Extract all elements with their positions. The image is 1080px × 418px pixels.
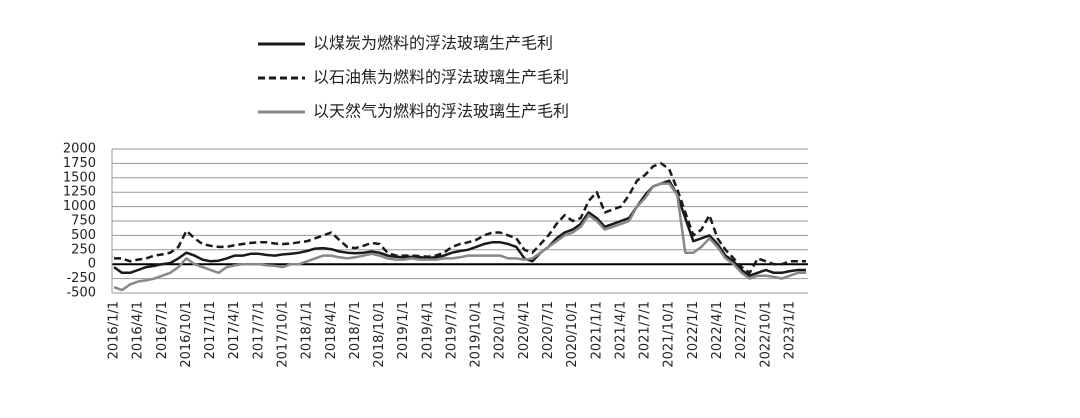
y-tick-label: 1750 bbox=[63, 156, 96, 171]
x-tick-label: 2018/4/1 bbox=[324, 301, 339, 359]
x-tick-label: 2019/1/1 bbox=[396, 301, 411, 359]
legend-label: 以天然气为燃料的浮法玻璃生产毛利 bbox=[313, 102, 569, 121]
x-tick-label: 2022/1/1 bbox=[686, 301, 701, 359]
x-tick-label: 2017/10/1 bbox=[275, 301, 290, 368]
x-tick-label: 2021/4/1 bbox=[613, 301, 628, 359]
x-tick-label: 2016/10/1 bbox=[179, 301, 194, 368]
y-tick-label: 750 bbox=[71, 214, 96, 229]
y-tick-label: -250 bbox=[66, 271, 96, 286]
x-tick-label: 2017/1/1 bbox=[203, 301, 218, 359]
y-tick-label: 250 bbox=[71, 242, 96, 257]
x-tick-label: 2023/1/1 bbox=[782, 301, 797, 359]
legend-label: 以煤炭为燃料的浮法玻璃生产毛利 bbox=[313, 34, 553, 53]
x-tick-label: 2016/1/1 bbox=[107, 301, 122, 359]
series-line bbox=[113, 182, 806, 292]
x-tick-label: 2022/7/1 bbox=[734, 301, 749, 359]
y-tick-label: 2000 bbox=[63, 142, 96, 157]
x-tick-label: 2021/10/1 bbox=[662, 301, 677, 368]
y-tick-label: 1500 bbox=[63, 170, 96, 185]
x-tick-label: 2021/1/1 bbox=[589, 301, 604, 359]
x-tick-label: 2022/10/1 bbox=[758, 301, 773, 368]
x-tick-label: 2022/4/1 bbox=[710, 301, 725, 359]
x-tick-label: 2020/1/1 bbox=[493, 301, 508, 359]
x-tick-label: 2016/7/1 bbox=[155, 301, 170, 359]
x-tick-label: 2020/10/1 bbox=[565, 301, 580, 368]
x-tick-label: 2019/10/1 bbox=[469, 301, 484, 368]
legend: 以煤炭为燃料的浮法玻璃生产毛利以石油焦为燃料的浮法玻璃生产毛利以天然气为燃料的浮… bbox=[258, 34, 569, 121]
y-tick-label: 500 bbox=[71, 228, 96, 243]
x-tick-label: 2020/4/1 bbox=[517, 301, 532, 359]
y-tick-label: 1250 bbox=[63, 185, 96, 200]
x-tick-label: 2020/7/1 bbox=[541, 301, 556, 359]
x-tick-label: 2021/7/1 bbox=[638, 301, 653, 359]
y-tick-label: 0 bbox=[88, 257, 96, 272]
x-tick-label: 2016/4/1 bbox=[131, 301, 146, 359]
x-tick-label: 2017/7/1 bbox=[251, 301, 266, 359]
series-line bbox=[114, 162, 806, 275]
x-tick-label: 2018/1/1 bbox=[300, 301, 315, 359]
x-tick-label: 2019/4/1 bbox=[420, 301, 435, 359]
x-tick-label: 2018/7/1 bbox=[348, 301, 363, 359]
x-tick-label: 2019/7/1 bbox=[444, 301, 459, 359]
y-tick-label: 1000 bbox=[63, 199, 96, 214]
y-tick-label: -500 bbox=[66, 286, 96, 301]
legend-label: 以石油焦为燃料的浮法玻璃生产毛利 bbox=[313, 68, 569, 87]
series-line bbox=[113, 179, 806, 277]
x-tick-label: 2017/4/1 bbox=[227, 301, 242, 359]
x-tick-label: 2018/10/1 bbox=[372, 301, 387, 368]
